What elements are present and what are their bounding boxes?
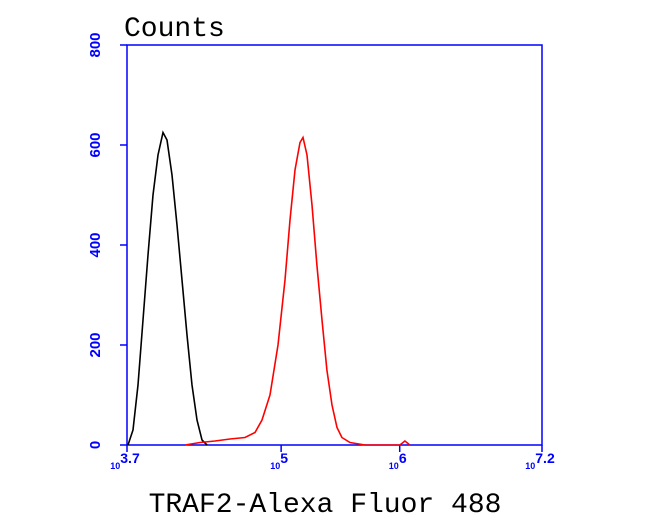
chart-title: Counts (124, 14, 225, 45)
plot-frame (126, 44, 543, 446)
x-tick-exponent: 3.7 (120, 450, 140, 466)
y-tick-label: 0 (87, 441, 104, 449)
y-tick-label: 200 (87, 332, 104, 357)
x-tick-exponent: 6 (399, 450, 407, 466)
x-tick-base: 10 (270, 461, 280, 471)
y-tick-label: 400 (87, 232, 104, 257)
x-tick-label: 105 (270, 450, 288, 471)
x-tick-exponent: 7.2 (535, 450, 555, 466)
histogram-line (184, 135, 411, 446)
histogram-line (127, 130, 208, 446)
y-tick-label: 800 (87, 32, 104, 57)
x-tick-base: 10 (110, 461, 120, 471)
x-tick-label: 103.7 (110, 450, 140, 471)
x-axis-label: TRAF2-Alexa Fluor 488 (149, 490, 502, 521)
x-tick-label: 107.2 (525, 450, 555, 471)
x-tick-label: 106 (389, 450, 407, 471)
y-tick-label: 600 (87, 132, 104, 157)
x-tick-base: 10 (525, 461, 535, 471)
x-tick-exponent: 5 (280, 450, 288, 466)
x-tick-base: 10 (389, 461, 399, 471)
